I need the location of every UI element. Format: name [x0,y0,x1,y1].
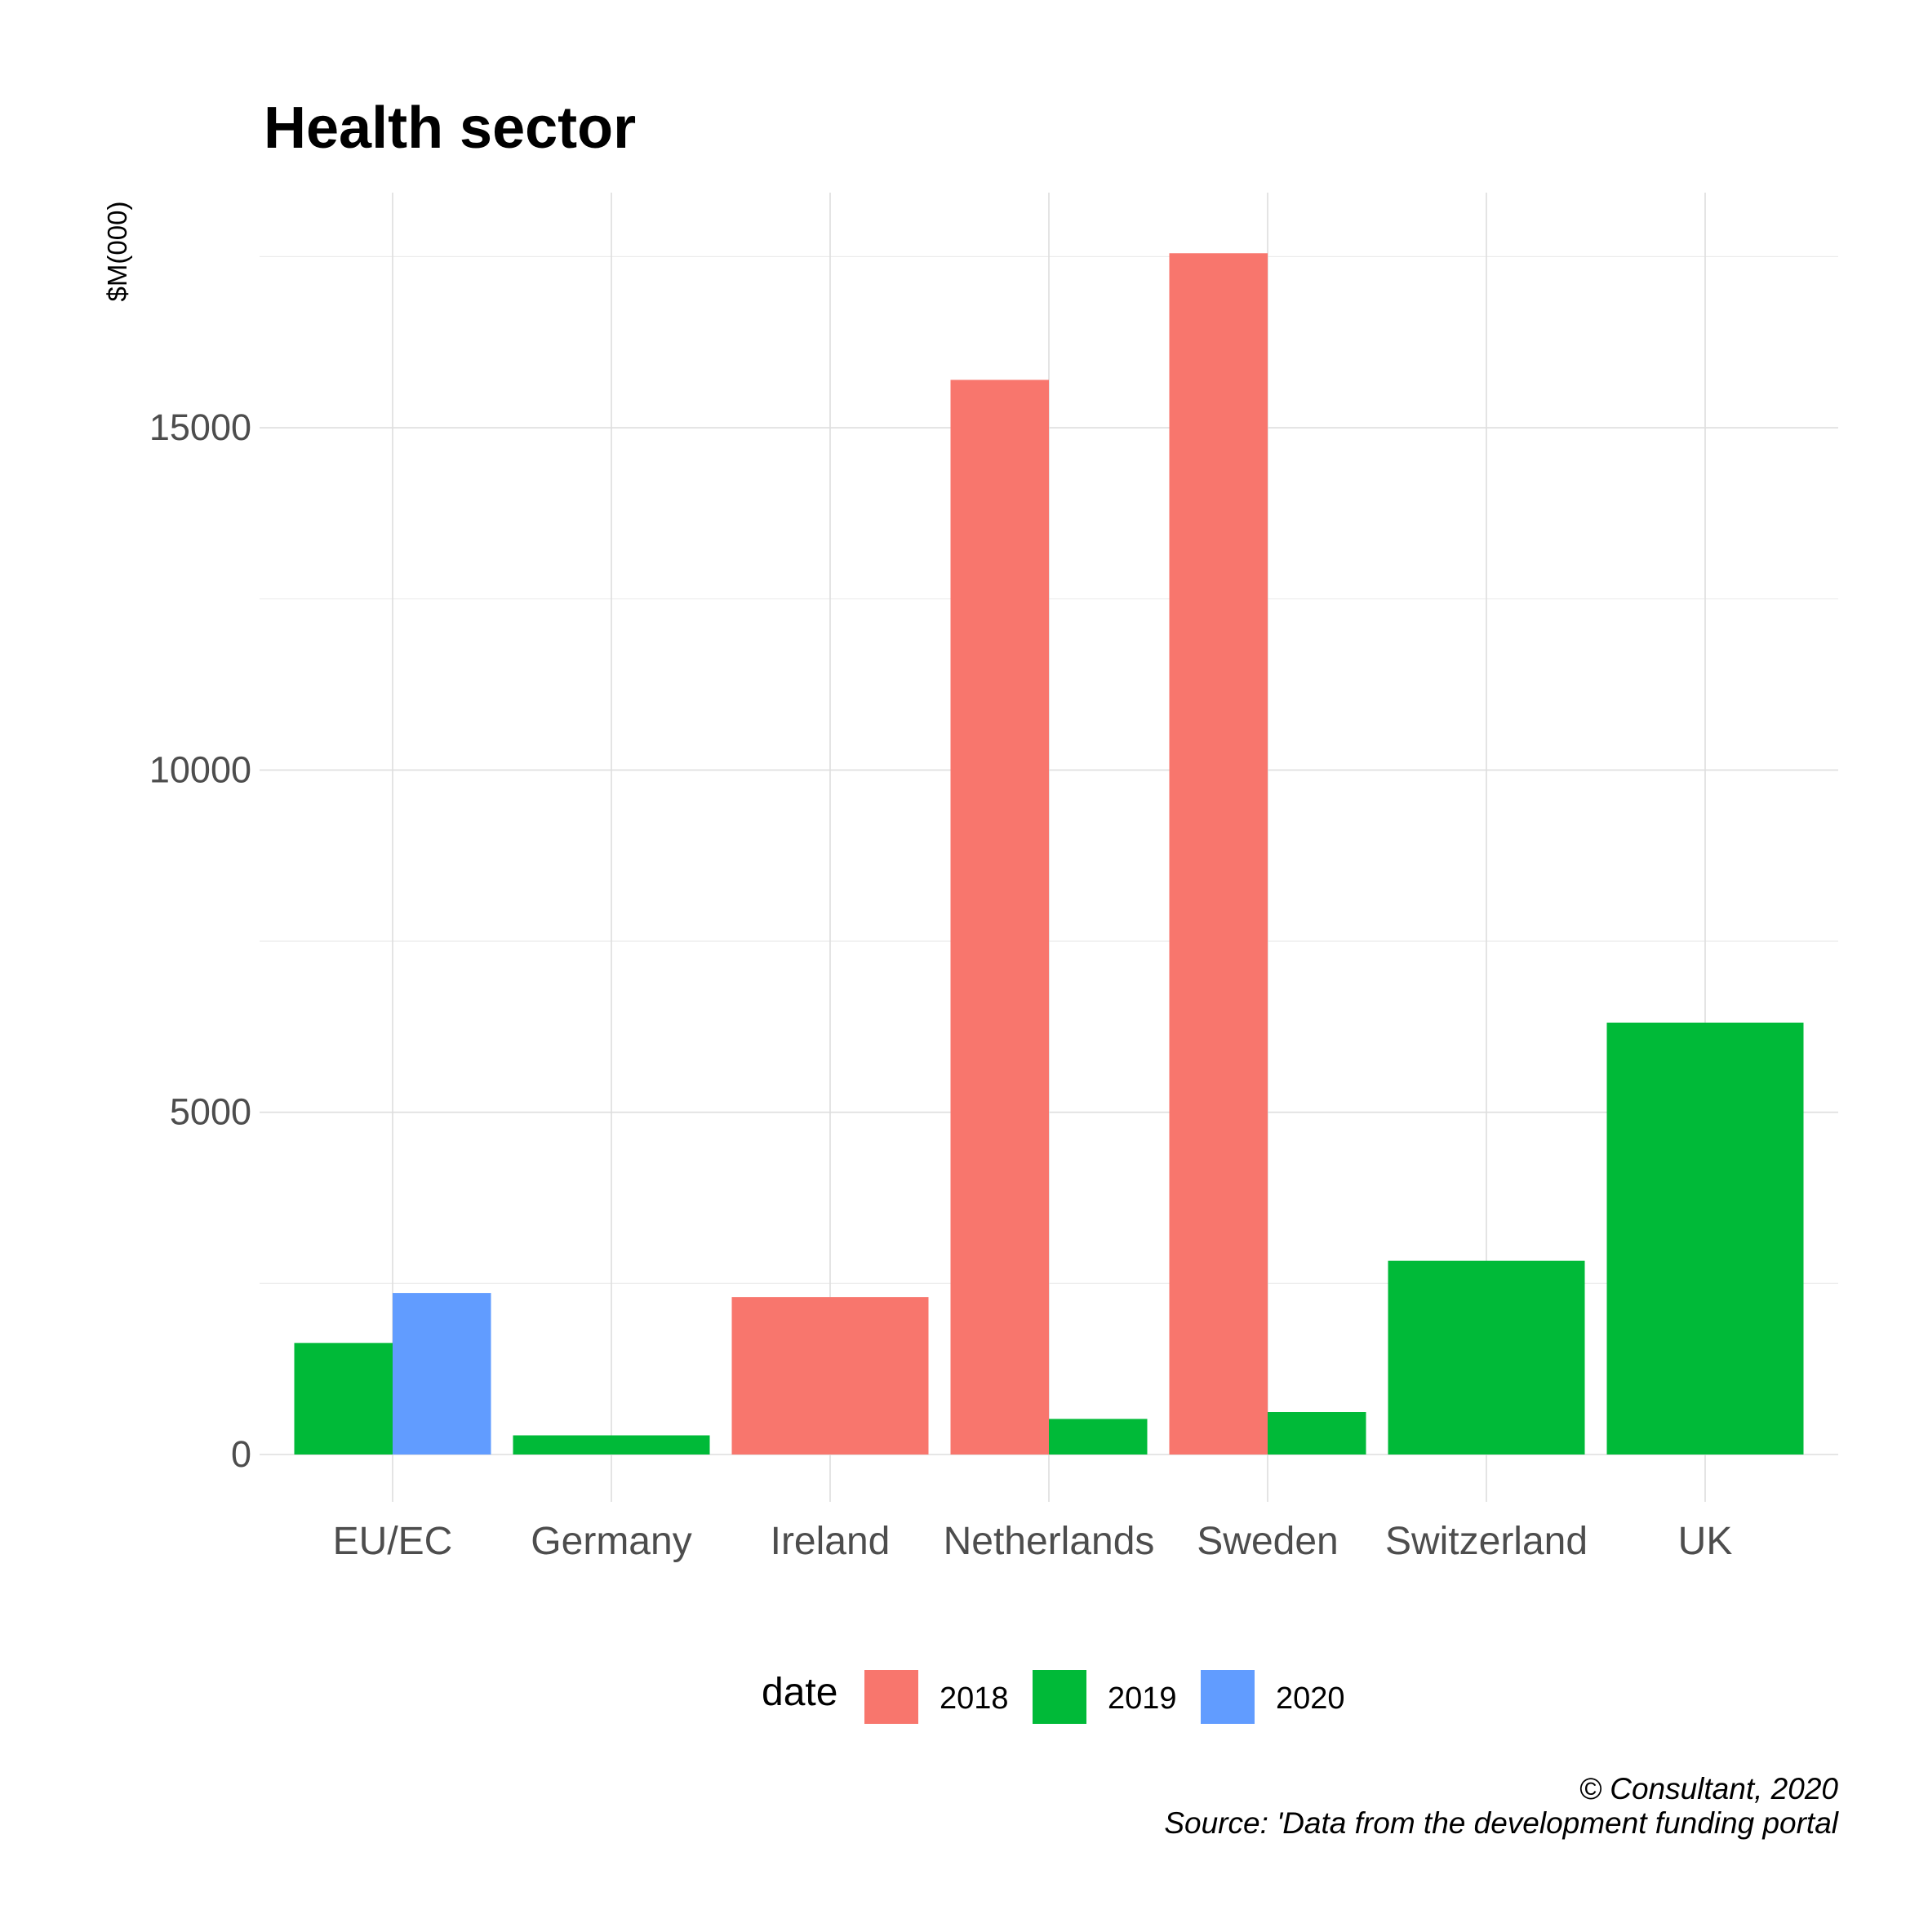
legend-items: 2018 2019 2020 [864,1670,1345,1724]
bar-switzerland-2019 [1388,1260,1585,1455]
x-tick-label: EU/EC [333,1520,453,1563]
legend-label-2020: 2020 [1276,1681,1345,1716]
bar-netherlands-2019 [1049,1419,1148,1455]
caption-source: Source: 'Data from the development fundi… [1164,1806,1839,1840]
x-tick-label: Ireland [771,1520,891,1563]
bar-ireland-2018 [731,1297,929,1455]
y-tick-label: 5000 [170,1091,251,1133]
x-tick-label: Germany [531,1520,691,1563]
bars [294,253,1804,1455]
x-tick-label: Switzerland [1385,1520,1588,1563]
bar-sweden-2018 [1169,253,1268,1455]
legend-key-2019 [1033,1670,1086,1724]
bar-eu-ec-2020 [393,1293,491,1455]
x-tick-label: UK [1678,1520,1733,1563]
grid [260,193,1838,1502]
bar-sweden-2019 [1268,1412,1366,1455]
legend-title: date [762,1671,837,1714]
bar-eu-ec-2019 [294,1343,393,1455]
legend: date 2018 2019 2020 [762,1670,1345,1724]
y-tick-label: 0 [231,1433,251,1475]
legend-label-2018: 2018 [940,1681,1009,1716]
y-axis-ticks: 0 5000 10000 15000 [149,406,251,1475]
y-axis-label: $M(000) [102,202,132,302]
legend-key-2020 [1201,1670,1255,1724]
x-axis-ticks: EU/EC Germany Ireland Netherlands Sweden Swit… [333,1520,1733,1563]
bar-uk-2019 [1606,1022,1804,1455]
caption-copyright: © Consultant, 2020 [1579,1772,1839,1805]
legend-key-2018 [864,1670,918,1724]
x-tick-label: Sweden [1197,1520,1338,1563]
y-tick-label: 10000 [149,748,251,790]
legend-label-2019: 2019 [1108,1681,1177,1716]
bar-netherlands-2018 [950,380,1049,1455]
x-tick-label: Netherlands [944,1520,1155,1563]
bar-germany-2019 [513,1435,710,1455]
y-tick-label: 15000 [149,406,251,448]
chart-title: Health sector [264,95,636,161]
